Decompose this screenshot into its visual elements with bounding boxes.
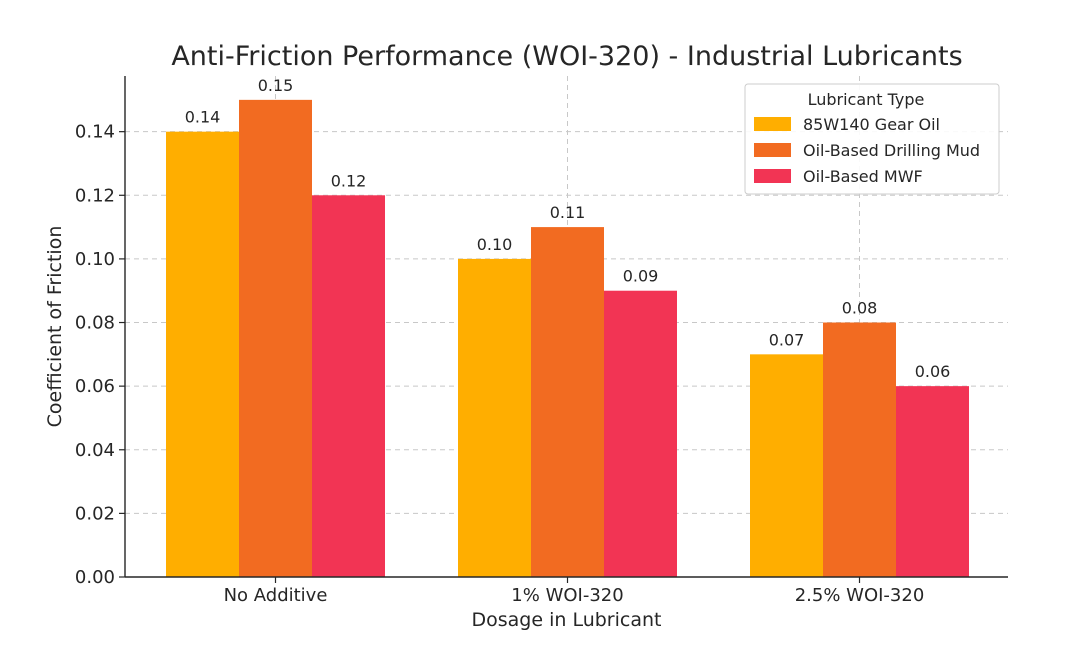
- y-tick-label: 0.02: [75, 503, 115, 524]
- y-tick-label: 0.04: [75, 440, 115, 461]
- bar: [750, 354, 823, 577]
- bar: [896, 386, 969, 577]
- bar-value-label: 0.07: [769, 330, 805, 349]
- legend-entry: 85W140 Gear Oil: [803, 115, 940, 134]
- bar-value-label: 0.09: [623, 267, 659, 286]
- bars-layer: [166, 99, 969, 578]
- bar-value-label: 0.11: [550, 203, 586, 222]
- bar: [166, 131, 239, 577]
- legend: Lubricant Type 85W140 Gear Oil Oil-Based …: [744, 83, 1000, 195]
- y-tick-label: 0.08: [75, 313, 115, 334]
- x-axis-label: Dosage in Lubricant: [472, 609, 662, 631]
- bar-value-label: 0.06: [915, 362, 951, 381]
- y-tick-label: 0.06: [75, 376, 115, 397]
- bar: [604, 290, 677, 577]
- bar: [531, 227, 604, 577]
- bar-value-label: 0.08: [842, 299, 878, 318]
- y-tick-label: 0.10: [75, 249, 115, 270]
- bar: [312, 195, 385, 578]
- legend-swatch: [754, 117, 791, 131]
- bar-value-label: 0.10: [477, 235, 513, 254]
- legend-entry: Oil-Based MWF: [803, 167, 923, 186]
- bar-labels-layer: 0.14 0.10 0.07 0.15 0.11 0.08 0.12 0.09 0.06: [185, 76, 951, 381]
- x-tick-label: 1% WOI-320: [511, 585, 623, 606]
- legend-swatch: [754, 143, 791, 157]
- legend-title: Lubricant Type: [808, 90, 925, 109]
- y-tick-label: 0.14: [75, 122, 115, 143]
- legend-swatch: [754, 169, 791, 183]
- legend-box: [744, 83, 1000, 195]
- legend-entry: Oil-Based Drilling Mud: [803, 141, 980, 160]
- bar: [823, 322, 896, 577]
- bar-value-label: 0.14: [185, 108, 221, 127]
- y-tick-label: 0.00: [75, 567, 115, 588]
- bar-value-label: 0.12: [331, 171, 367, 190]
- bar-value-label: 0.15: [258, 76, 294, 95]
- chart-title: Anti-Friction Performance (WOI-320) - In…: [171, 41, 962, 72]
- y-tick-label: 0.12: [75, 185, 115, 206]
- x-tick-label: 2.5% WOI-320: [795, 585, 925, 606]
- axes-layer: 0.00 0.02 0.04 0.06 0.08 0.10 0.12 0.14 No Addit…: [75, 76, 1008, 606]
- x-tick-label: No Additive: [224, 585, 328, 606]
- bar: [239, 99, 312, 577]
- y-axis-label: Coefficient of Friction: [44, 226, 66, 428]
- bar: [458, 258, 531, 577]
